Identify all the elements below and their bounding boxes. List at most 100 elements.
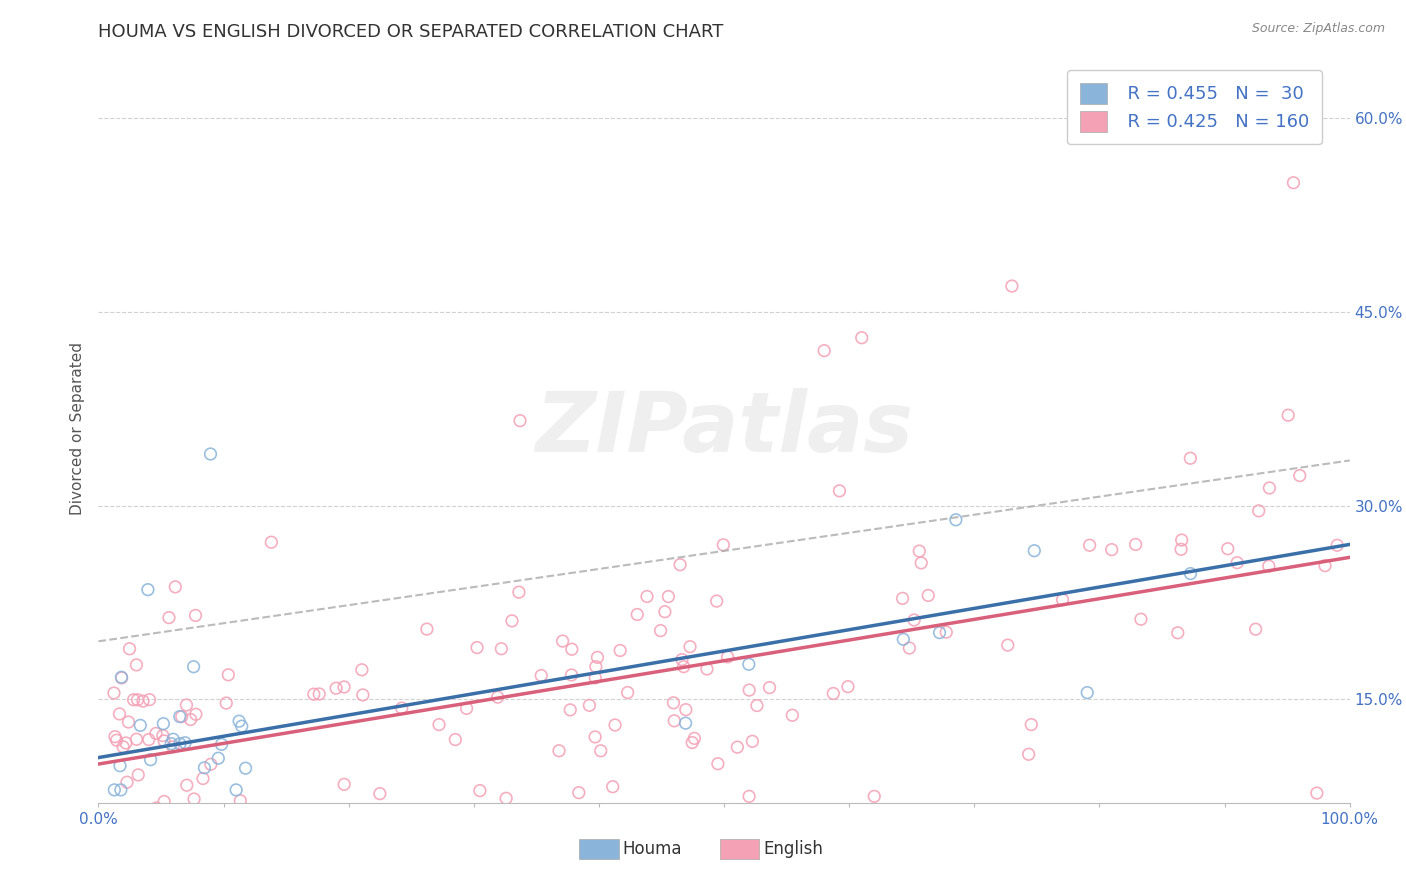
Point: [851, 331, 873, 345]
Point: [675, 703, 697, 717]
Point: [157, 610, 180, 624]
Point: [1288, 468, 1310, 483]
Point: [174, 736, 197, 750]
Point: [152, 716, 174, 731]
Point: [468, 783, 491, 797]
Point: [725, 740, 748, 755]
Point: [928, 625, 950, 640]
Point: [125, 732, 148, 747]
Point: [560, 703, 582, 717]
Point: [561, 642, 583, 657]
Point: [103, 783, 125, 797]
Point: [664, 714, 686, 728]
Point: [132, 694, 155, 708]
Point: [228, 714, 250, 729]
Point: [110, 670, 132, 684]
Point: [104, 730, 127, 744]
Point: [101, 808, 124, 822]
Point: [153, 734, 176, 748]
Point: [891, 591, 914, 606]
Point: [333, 777, 356, 791]
Point: [217, 668, 239, 682]
Point: [191, 808, 214, 822]
Text: Houma: Houma: [623, 840, 682, 858]
Point: [139, 808, 162, 822]
Point: [235, 761, 257, 775]
Point: [111, 671, 134, 685]
Point: [456, 701, 478, 715]
Point: [707, 756, 730, 771]
Point: [308, 687, 330, 701]
Point: [491, 641, 513, 656]
Point: [1001, 279, 1024, 293]
Point: [508, 585, 530, 599]
Point: [108, 706, 131, 721]
Point: [741, 734, 763, 748]
Point: [603, 718, 626, 732]
Point: [583, 730, 606, 744]
Point: [551, 634, 574, 648]
Point: [1180, 566, 1202, 581]
Point: [837, 680, 859, 694]
Y-axis label: Divorced or Separated: Divorced or Separated: [69, 342, 84, 515]
Point: [211, 808, 233, 822]
Point: [183, 659, 205, 673]
Point: [115, 736, 138, 750]
Point: [609, 643, 631, 657]
Point: [669, 558, 692, 572]
Point: [103, 686, 125, 700]
Point: [585, 659, 607, 673]
Point: [578, 698, 600, 713]
Point: [145, 801, 167, 815]
Point: [1052, 592, 1074, 607]
Point: [672, 659, 695, 673]
Point: [828, 483, 851, 498]
Point: [626, 607, 648, 622]
Point: [146, 808, 169, 822]
Point: [1170, 542, 1192, 557]
Point: [486, 690, 509, 705]
Point: [391, 701, 413, 715]
Point: [1247, 504, 1270, 518]
Point: [568, 786, 591, 800]
Point: [1101, 542, 1123, 557]
Point: [169, 709, 191, 723]
Point: [200, 447, 222, 461]
Point: [105, 733, 128, 747]
Point: [129, 718, 152, 732]
Point: [183, 792, 205, 806]
Point: [108, 758, 131, 772]
Point: [654, 605, 676, 619]
Point: [1078, 538, 1101, 552]
Point: [225, 783, 247, 797]
Point: [139, 753, 162, 767]
Point: [636, 590, 658, 604]
Point: [910, 556, 932, 570]
Point: [1306, 786, 1329, 800]
Point: [138, 692, 160, 706]
Point: [863, 789, 886, 804]
Point: [813, 343, 835, 358]
Point: [231, 719, 253, 733]
Point: [782, 708, 804, 723]
Point: [1076, 685, 1098, 699]
Point: [671, 652, 693, 666]
Point: [118, 641, 141, 656]
Point: [153, 808, 176, 822]
Point: [509, 414, 531, 428]
Point: [117, 714, 139, 729]
Point: [908, 544, 931, 558]
Point: [681, 735, 703, 749]
Point: [136, 582, 159, 597]
Point: [170, 709, 193, 723]
Point: [215, 696, 238, 710]
Point: [427, 717, 450, 731]
Point: [115, 808, 138, 822]
Point: [180, 713, 202, 727]
Point: [302, 687, 325, 701]
Point: [444, 732, 467, 747]
Point: [548, 744, 571, 758]
Point: [127, 692, 149, 706]
Point: [675, 716, 697, 731]
Point: [586, 650, 609, 665]
